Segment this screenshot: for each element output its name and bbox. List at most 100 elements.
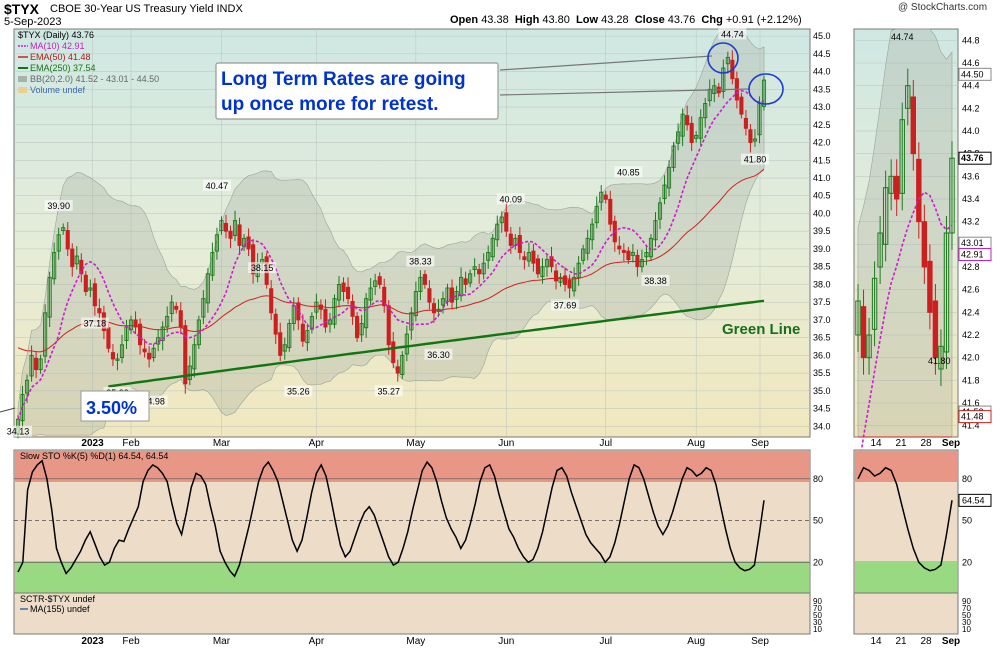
x-tick: Jun: [498, 438, 514, 449]
inset-tick: 43.4: [962, 194, 980, 204]
price-tick: 37.0: [813, 315, 831, 325]
inset-tick: 44.0: [962, 126, 980, 136]
candle-body: [698, 117, 703, 139]
peak-label-bg: [80, 317, 109, 329]
candle-body: [133, 319, 138, 328]
inset-low-label: 41.80: [928, 356, 951, 366]
price-legend: $TYX (Daily) 43.76 MA(10) 42.91 EMA(50) …: [18, 30, 159, 95]
candle-body: [449, 287, 455, 303]
sto-oversold-zone: [15, 561, 809, 593]
close-value: 43.76: [667, 14, 696, 26]
peak-label: 40.09: [500, 194, 523, 204]
inset-sctr-tick: 30: [962, 618, 971, 627]
candle-body: [725, 56, 730, 65]
candle-body: [296, 302, 301, 321]
ema250-line: [108, 299, 765, 388]
inset-candle-body: [860, 306, 867, 359]
price-tag-text: 43.01: [961, 238, 984, 248]
candle-body: [61, 227, 66, 231]
price-tag: [958, 151, 992, 165]
candle-body: [70, 248, 75, 268]
candle-body: [748, 129, 753, 143]
candle-body: [350, 301, 355, 317]
candle-body: [739, 96, 744, 115]
inset-x-axis: 14 21 28 Sep: [870, 438, 960, 449]
inset-candle-body: [899, 119, 905, 194]
candle-body: [232, 220, 238, 236]
x-tick: May: [406, 636, 425, 647]
inset-candle-body: [894, 175, 900, 200]
candle-body: [721, 67, 726, 92]
candle-body: [219, 220, 224, 231]
inset-candle-body: [932, 300, 939, 359]
candle-body: [526, 252, 531, 262]
candle-body: [386, 305, 391, 346]
candle-body: [635, 254, 640, 268]
inset-sto-line: [857, 466, 953, 572]
open-value: 43.38: [481, 14, 509, 26]
sctr-tick: 10: [813, 625, 822, 634]
legend-ema250: EMA(250) 37.54: [30, 63, 96, 73]
candle-body: [667, 166, 672, 189]
inset-x-tick: 28: [920, 438, 932, 449]
candle-body: [639, 259, 644, 268]
sto-tick: 80: [813, 474, 823, 484]
candle-body: [56, 234, 61, 252]
x-tick: Sep: [751, 636, 769, 647]
inset-sto-tick: 80: [962, 474, 972, 484]
candle-body: [572, 276, 577, 292]
candle-body: [653, 220, 658, 241]
candle-body: [404, 333, 409, 355]
sto-tick: 50: [813, 516, 823, 526]
candle-body: [522, 256, 527, 261]
price-tick: 44.0: [813, 67, 831, 77]
price-tag-text: 41.48: [961, 412, 984, 422]
inset-x-tick: 21: [895, 438, 907, 449]
candle-body: [431, 303, 437, 314]
callout-box: [215, 62, 499, 120]
peak-label-bg: [551, 299, 580, 311]
x-tick: Jul: [599, 438, 612, 449]
candle-body: [544, 259, 550, 268]
stockcharts-credit: @ StockCharts.com: [898, 2, 988, 13]
price-tick: 34.0: [813, 421, 831, 431]
candle-body: [418, 276, 423, 292]
peak-label-bg: [406, 255, 435, 267]
peak-label: 36.30: [427, 350, 450, 360]
candle-body: [373, 280, 378, 288]
candle-body: [761, 79, 767, 107]
x-tick: Mar: [213, 438, 231, 449]
inset-tick: 41.6: [962, 398, 980, 408]
sto-legend: Slow STO %K(5) %D(1) 64.54, 64.54: [20, 451, 168, 461]
price-tick: 45.0: [813, 31, 831, 41]
price-tick: 35.5: [813, 368, 831, 378]
inset-sctr-tick: 50: [962, 611, 971, 620]
x-tick: May: [406, 438, 425, 449]
legend-volume: Volume undef: [30, 85, 86, 95]
candle-body: [486, 252, 491, 261]
candle-body: [65, 230, 70, 250]
inset-candle-body: [882, 187, 889, 245]
candle-body: [752, 138, 758, 142]
candle-body: [567, 279, 572, 289]
candle-body: [314, 301, 319, 313]
inset-candle-body: [910, 96, 916, 155]
price-tick: 43.0: [813, 102, 831, 112]
sctr-tick: 30: [813, 618, 822, 627]
candle-body: [513, 237, 518, 246]
x-tick: Feb: [122, 438, 140, 449]
peak-label-bg: [248, 262, 277, 274]
inset-sto-tick: 64.54: [962, 495, 985, 505]
inset-sctr-tick: 10: [962, 625, 971, 634]
inset-price-axis: 41.441.641.842.042.242.442.642.843.043.2…: [962, 35, 980, 430]
x-tick: Apr: [309, 636, 325, 647]
peak-label-bg: [424, 348, 453, 360]
candle-body: [287, 323, 292, 349]
candle-body: [535, 258, 540, 275]
price-tick: 42.0: [813, 138, 831, 148]
candle-body: [540, 266, 545, 278]
x-tick: Aug: [687, 438, 705, 449]
price-tag-text: 42.91: [961, 250, 984, 260]
inset-tick: 42.6: [962, 285, 980, 295]
price-axis: 34.0 34.5 35.0 35.5 36.0 36.5 37.0 37.5 38.0 38.5…: [813, 31, 831, 431]
